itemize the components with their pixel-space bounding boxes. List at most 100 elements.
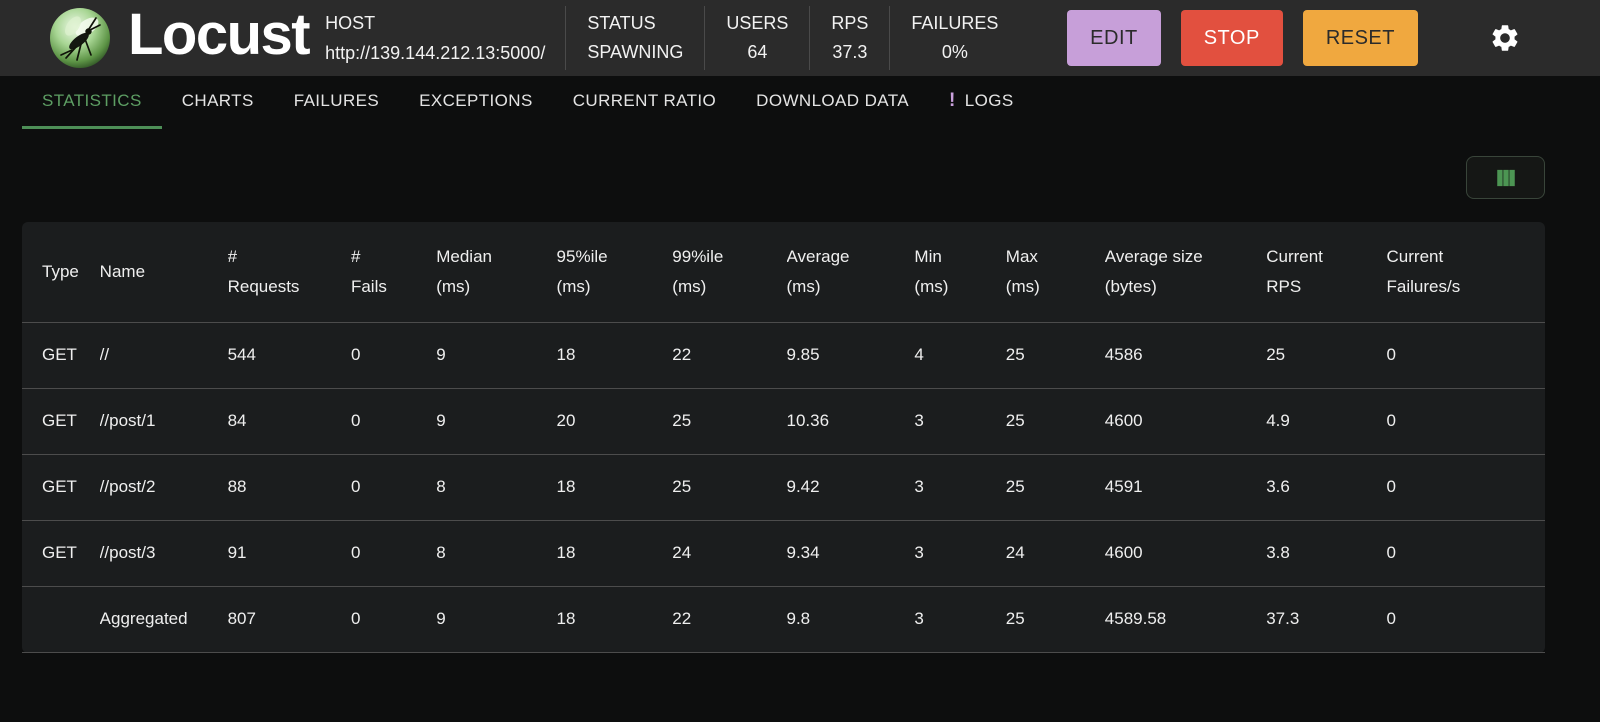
tab-label: EXCEPTIONS [419, 91, 533, 110]
settings-gear-icon[interactable] [1488, 21, 1522, 55]
stop-button[interactable]: STOP [1180, 10, 1283, 66]
column-header-averagesize-bytes[interactable]: Average size (bytes) [1105, 222, 1266, 322]
column-header-line: (ms) [436, 276, 471, 296]
table-cell: 0 [1386, 609, 1396, 628]
table-cell: 3 [914, 543, 924, 562]
column-header-current-rps[interactable]: Current RPS [1266, 222, 1386, 322]
table-row[interactable]: GET // 544 0 9 18 22 9.85 4 25 4586 25 0 [22, 322, 1545, 388]
tab-exceptions[interactable]: EXCEPTIONS [399, 76, 553, 129]
column-header-line: (ms) [672, 276, 707, 296]
table-cell: 22 [672, 345, 692, 364]
column-header-line: 95%ile [556, 246, 608, 266]
stat-value: 37.3 [832, 42, 868, 62]
table-cell: //post/3 [99, 543, 156, 562]
table-cell: 3 [914, 411, 924, 430]
table-cell: 3 [914, 477, 924, 496]
table-cell [22, 586, 100, 652]
table-row[interactable]: GET //post/1 84 0 9 20 25 10.36 3 25 4600 4.9 0 [22, 388, 1545, 454]
locust-logo-icon [50, 8, 110, 68]
table-cell: 25 [1005, 411, 1025, 430]
column-header-line: # [227, 246, 238, 266]
table-cell: 0 [1386, 477, 1396, 496]
stat-value: 64 [747, 42, 768, 62]
table-cell: 10.36 [786, 411, 830, 430]
table-cell: 4586 [1104, 345, 1143, 364]
tab-label: LOGS [964, 91, 1014, 110]
column-header-95ile-ms[interactable]: 95%ile (ms) [557, 222, 673, 322]
tab-download-data[interactable]: DOWNLOAD DATA [736, 76, 929, 129]
table-cell: 25 [1005, 477, 1025, 496]
table-cell: 0 [350, 411, 361, 430]
tab-label: CURRENT RATIO [572, 91, 717, 110]
header-actions: EDIT STOP RESET [1067, 10, 1418, 66]
table-cell: Aggregated [99, 609, 188, 628]
column-header-average-ms[interactable]: Average (ms) [787, 222, 915, 322]
tab-label: CHARTS [181, 91, 254, 110]
table-cell: 24 [1005, 543, 1025, 562]
table-cell: 9 [436, 411, 446, 430]
column-header-median-ms[interactable]: Median (ms) [436, 222, 556, 322]
stat-value: 0% [941, 42, 968, 62]
reset-button[interactable]: RESET [1302, 10, 1418, 66]
stat-value: SPAWNING [587, 42, 684, 62]
table-cell: //post/1 [99, 411, 156, 430]
column-selector-button[interactable] [1466, 156, 1545, 199]
table-cell: 22 [672, 609, 692, 628]
table-row[interactable]: GET //post/2 88 0 8 18 25 9.42 3 25 4591 3.6 0 [22, 454, 1545, 520]
column-header-line: (ms) [786, 276, 821, 296]
stat-label: STATUS [587, 12, 656, 33]
table-cell: 4591 [1104, 477, 1143, 496]
column-header-line: (ms) [556, 276, 591, 296]
tab-statistics[interactable]: STATISTICS [22, 76, 162, 129]
tab-failures[interactable]: FAILURES [274, 76, 399, 129]
table-cell: 18 [556, 477, 576, 496]
column-header-line: (ms) [1005, 276, 1040, 296]
table-cell: 0 [350, 609, 361, 628]
column-header-99ile-ms[interactable]: 99%ile (ms) [672, 222, 786, 322]
column-header-max-ms[interactable]: Max (ms) [1006, 222, 1105, 322]
tab-label: DOWNLOAD DATA [756, 91, 909, 110]
table-row[interactable]: GET //post/3 91 0 8 18 24 9.34 3 24 4600 3.8 0 [22, 520, 1545, 586]
table-cell: 9.42 [786, 477, 820, 496]
stat-users: USERS 64 [704, 6, 809, 70]
table-cell: 0 [1386, 543, 1396, 562]
column-header--fails[interactable]: # Fails [351, 222, 436, 322]
table-cell: GET [42, 477, 77, 496]
stat-label: RPS [831, 12, 869, 33]
column-header-line: Fails [350, 276, 387, 296]
stat-label: USERS [726, 12, 789, 33]
column-header-line: (bytes) [1104, 276, 1157, 296]
edit-button[interactable]: EDIT [1067, 10, 1161, 66]
table-cell: // [99, 345, 110, 364]
column-header--requests[interactable]: # Requests [228, 222, 351, 322]
tab-current-ratio[interactable]: CURRENT RATIO [553, 76, 736, 129]
column-header-name[interactable]: Name [100, 222, 228, 322]
table-cell: 0 [1386, 411, 1396, 430]
column-header-line: Failures/s [1386, 276, 1461, 296]
tab-charts[interactable]: CHARTS [162, 76, 274, 129]
statistics-table-card: Type Name # Requests # Fails Median (ms) 95%ile (… [22, 222, 1545, 653]
tab-logs[interactable]: ! LOGS [929, 76, 1034, 129]
column-header-line: # [350, 246, 361, 266]
tab-label: FAILURES [293, 91, 380, 110]
table-cell: 0 [1386, 345, 1396, 364]
column-header-min-ms[interactable]: Min (ms) [914, 222, 1005, 322]
table-cell: 9.34 [786, 543, 820, 562]
table-cell: 9.8 [786, 609, 811, 628]
column-header-type[interactable]: Type [22, 222, 100, 322]
table-cell: 3 [914, 609, 924, 628]
column-header-line: Average size [1104, 246, 1203, 266]
column-header-current-failuress[interactable]: Current Failures/s [1387, 222, 1545, 322]
column-header-line: Min [914, 246, 942, 266]
column-header-line: Median [436, 246, 492, 266]
table-cell: 3.8 [1266, 543, 1290, 562]
column-header-line: Name [99, 261, 146, 281]
table-cell: //post/2 [99, 477, 156, 496]
host-block: HOST http://139.144.212.13:5000/ [325, 11, 545, 65]
stat-failures: FAILURES 0% [889, 6, 1019, 70]
table-cell: 0 [350, 477, 361, 496]
table-row[interactable]: Aggregated 807 0 9 18 22 9.8 3 25 4589.58 37.3 0 [22, 586, 1545, 652]
table-cell: GET [42, 543, 77, 562]
table-cell: 4.9 [1266, 411, 1290, 430]
table-cell: 18 [556, 543, 576, 562]
